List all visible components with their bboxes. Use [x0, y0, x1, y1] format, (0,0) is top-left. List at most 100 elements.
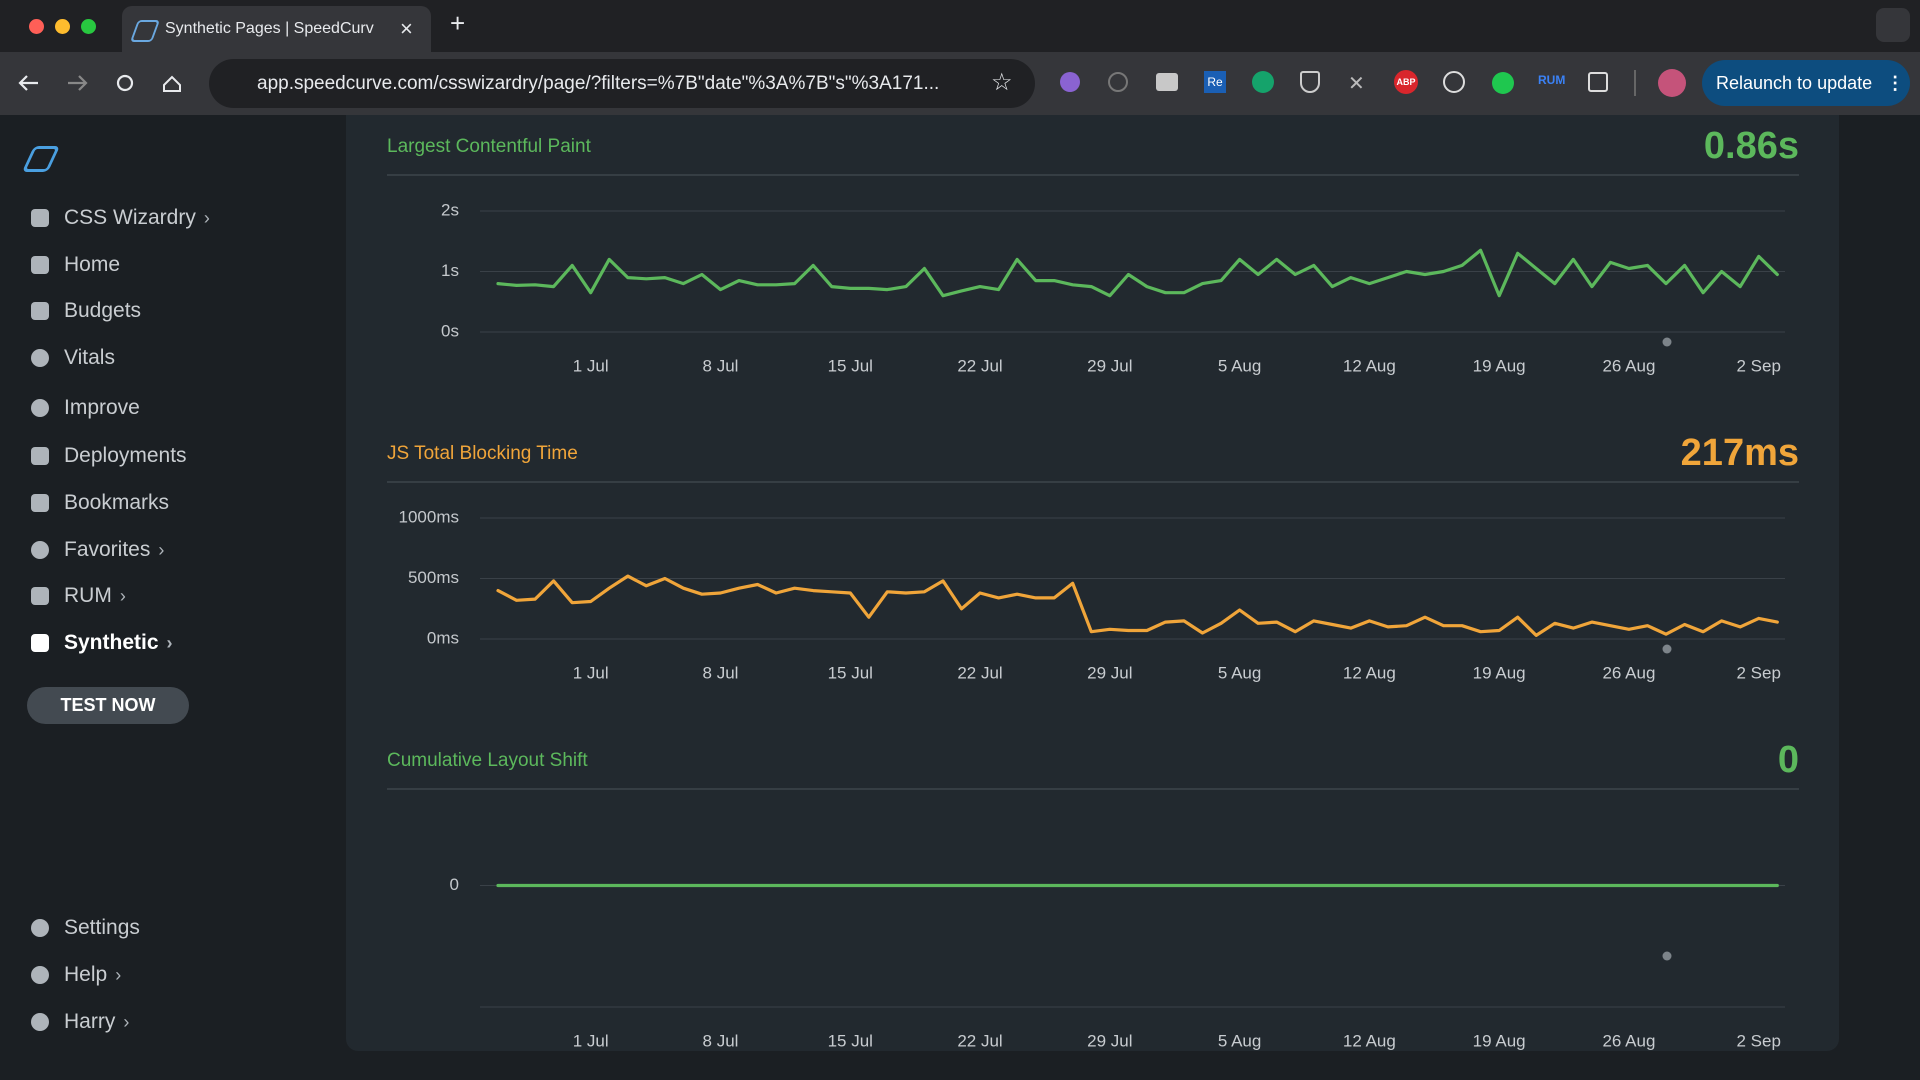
nav-item[interactable]: Harry › [64, 1010, 130, 1033]
x-tick-label: 8 Jul [703, 663, 739, 682]
y-tick-label: 0s [441, 321, 459, 340]
x-tick-label: 26 Aug [1602, 663, 1655, 682]
separator [1634, 70, 1636, 96]
annotation-marker [1662, 337, 1672, 347]
nav-item[interactable]: Improve [64, 396, 140, 419]
x-tick-label: 2 Sep [1737, 1031, 1781, 1050]
x-tick-label: 22 Jul [957, 663, 1002, 682]
series-line [496, 574, 1779, 637]
reload[interactable] [116, 74, 134, 92]
nav-item[interactable]: Help › [64, 963, 122, 986]
nav-item-active[interactable]: Synthetic › [64, 631, 173, 654]
org-switcher[interactable]: CSS Wizardry › [64, 206, 210, 229]
extension[interactable]: ABP [1394, 70, 1418, 94]
x-tick-label: 8 Jul [703, 356, 739, 375]
nav-item[interactable]: RUM › [64, 584, 126, 607]
extension[interactable] [1252, 71, 1274, 93]
extension[interactable] [1156, 73, 1178, 91]
x-tick-label: 15 Jul [828, 1031, 873, 1050]
nav-item[interactable]: Settings [64, 916, 140, 939]
x-tick-label: 5 Aug [1218, 356, 1262, 375]
y-tick-label: 1s [441, 261, 459, 280]
current-value: 217ms [1681, 432, 1799, 474]
profile[interactable] [1658, 69, 1686, 97]
current-value: 0 [1778, 739, 1799, 781]
close-window[interactable] [29, 19, 44, 34]
x-tick-label: 19 Aug [1473, 1031, 1526, 1050]
annotation-marker [1662, 644, 1672, 654]
extension[interactable]: Re [1204, 71, 1226, 93]
extension[interactable] [1300, 71, 1320, 93]
relaunch-label: Relaunch to update [1716, 73, 1873, 93]
tab-close[interactable]: × [400, 16, 413, 41]
x-tick-label: 26 Aug [1602, 1031, 1655, 1050]
minimize-window[interactable] [55, 19, 70, 34]
y-tick-label: 0ms [427, 628, 459, 647]
nav-item[interactable]: Vitals [64, 346, 115, 369]
nav-item[interactable]: Home [64, 253, 121, 276]
nav-label: Synthetic [64, 631, 159, 654]
extension[interactable]: RUM [1538, 73, 1566, 87]
x-tick-label: 19 Aug [1473, 356, 1526, 375]
y-tick-label: 1000ms [399, 507, 459, 526]
x-tick-label: 26 Aug [1602, 356, 1655, 375]
nav-label: Help [64, 963, 108, 986]
forward[interactable] [68, 75, 88, 91]
current-value: 0.86s [1704, 125, 1799, 167]
x-tick-label: 22 Jul [957, 1031, 1002, 1050]
tab-bar: Synthetic Pages | SpeedCurv × + [0, 0, 1920, 52]
address-bar[interactable]: app.speedcurve.com/csswizardry/page/?fil… [209, 59, 1035, 108]
new-tab[interactable]: + [450, 8, 466, 38]
extensions-menu[interactable] [1588, 72, 1608, 92]
nav-buttons [18, 74, 181, 92]
extension[interactable] [1492, 72, 1514, 94]
x-tick-label: 2 Sep [1737, 663, 1781, 682]
chart-title: Largest Contentful Paint [387, 136, 592, 157]
x-tick-label: 1 Jul [573, 356, 609, 375]
x-tick-label: 19 Aug [1473, 663, 1526, 682]
y-tick-label: 0 [450, 875, 459, 894]
relaunch-button[interactable]: Relaunch to update ⋮ [1702, 60, 1910, 106]
extension[interactable] [1060, 72, 1080, 92]
x-tick-label: 12 Aug [1343, 1031, 1396, 1050]
active-tab[interactable]: Synthetic Pages | SpeedCurv × [122, 6, 431, 52]
test-now-button[interactable]: TEST NOW [27, 687, 189, 724]
chart-title: JS Total Blocking Time [387, 443, 578, 464]
extension[interactable]: ✕ [1348, 73, 1365, 95]
extension[interactable] [1443, 71, 1465, 93]
extension[interactable] [1108, 72, 1128, 92]
series-line [496, 248, 1779, 298]
tab-title: Synthetic Pages | SpeedCurv [165, 20, 374, 37]
nav-label: RUM [64, 584, 112, 607]
x-tick-label: 22 Jul [957, 356, 1002, 375]
y-tick-label: 500ms [408, 568, 459, 587]
nav-label: Harry [64, 1010, 116, 1033]
org-name: CSS Wizardry [64, 206, 196, 229]
nav-item[interactable]: Favorites › [64, 538, 165, 561]
home[interactable] [163, 75, 181, 92]
sidebar [0, 115, 346, 1080]
toolbar: app.speedcurve.com/csswizardry/page/?fil… [0, 52, 1920, 115]
x-tick-label: 12 Aug [1343, 663, 1396, 682]
x-tick-label: 29 Jul [1087, 356, 1132, 375]
bookmark-star[interactable]: ☆ [991, 69, 1013, 96]
nav-item[interactable]: Budgets [64, 299, 142, 322]
x-tick-label: 29 Jul [1087, 1031, 1132, 1050]
y-tick-label: 2s [441, 200, 459, 219]
x-tick-label: 29 Jul [1087, 663, 1132, 682]
annotation-marker [1662, 951, 1672, 961]
sidebar-nav: CSS Wizardry › Home Budgets Vitals Improv… [0, 0, 346, 1080]
x-tick-label: 5 Aug [1218, 1031, 1262, 1050]
maximize-window[interactable] [81, 19, 96, 34]
tab-search[interactable] [1876, 8, 1910, 42]
x-tick-label: 1 Jul [573, 663, 609, 682]
nav-item[interactable]: Bookmarks [64, 491, 170, 514]
url: app.speedcurve.com/csswizardry/page/?fil… [257, 73, 940, 94]
back[interactable] [18, 75, 38, 91]
chart-title: Cumulative Layout Shift [387, 750, 588, 771]
nav-label: Favorites [64, 538, 151, 561]
nav-item[interactable]: Deployments [64, 444, 187, 467]
x-tick-label: 15 Jul [828, 356, 873, 375]
